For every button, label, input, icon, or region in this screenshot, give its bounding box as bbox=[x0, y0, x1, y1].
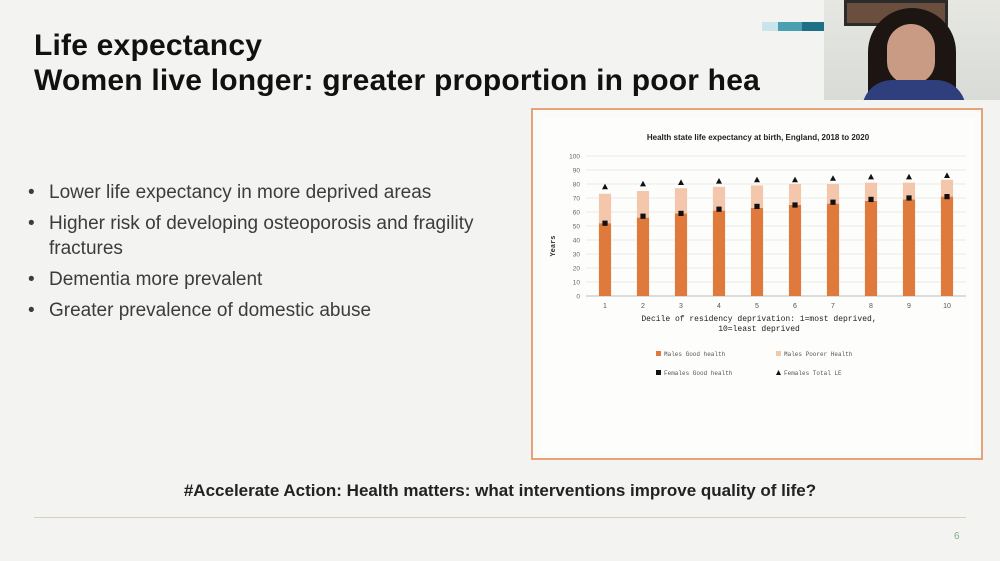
legend-label: Males Poorer Health bbox=[784, 351, 853, 358]
marker-females-good-health bbox=[640, 213, 646, 219]
marker-layer bbox=[602, 172, 950, 226]
slide-title: Life expectancy Women live longer: great… bbox=[34, 28, 760, 98]
marker-females-good-health bbox=[602, 220, 608, 226]
bullet-item: Greater prevalence of domestic abuse bbox=[24, 298, 524, 323]
life-expectancy-chart: Health state life expectancy at birth, E… bbox=[541, 118, 975, 452]
chart-frame: Health state life expectancy at birth, E… bbox=[531, 108, 983, 460]
y-tick-label: 70 bbox=[573, 196, 581, 203]
bar-males-good-health bbox=[826, 203, 840, 296]
legend-swatch bbox=[656, 351, 661, 356]
x-tick-label: 4 bbox=[717, 303, 721, 310]
x-axis-label-line-1: Decile of residency deprivation: 1=most … bbox=[641, 315, 876, 324]
y-tick-label: 30 bbox=[573, 252, 581, 259]
bar-males-good-health bbox=[598, 223, 612, 296]
y-tick-label: 20 bbox=[573, 266, 581, 273]
footer-divider bbox=[34, 517, 966, 518]
marker-females-good-health bbox=[906, 195, 912, 201]
legend-swatch bbox=[776, 370, 781, 375]
marker-females-total-le bbox=[906, 173, 912, 180]
presenter-body bbox=[862, 80, 966, 100]
accent-segment bbox=[778, 22, 802, 31]
slide-number: 6 bbox=[954, 531, 960, 542]
accent-bar bbox=[762, 22, 824, 31]
bar-males-good-health bbox=[674, 213, 688, 296]
chart-legend: Males Good health Males Poorer Health Fema… bbox=[656, 351, 853, 377]
y-tick-label: 90 bbox=[573, 168, 581, 175]
bar-males-good-health bbox=[902, 199, 916, 296]
legend-swatch bbox=[776, 351, 781, 356]
bar-males-poorer-health bbox=[864, 182, 878, 201]
bar-males-poorer-health bbox=[636, 191, 650, 218]
tick-layer: 0 10 20 30 40 50 60 70 80 90 100 1 2 3 4 5 6 7 8 9 10 bbox=[569, 154, 951, 311]
marker-females-total-le bbox=[754, 176, 760, 183]
slide-title-line-2: Women live longer: greater proportion in… bbox=[34, 64, 760, 97]
x-tick-label: 8 bbox=[869, 303, 873, 310]
marker-females-good-health bbox=[868, 196, 874, 202]
bar-males-poorer-health bbox=[902, 182, 916, 200]
x-tick-label: 9 bbox=[907, 303, 911, 310]
y-axis-label: Years bbox=[550, 235, 558, 256]
marker-females-good-health bbox=[716, 206, 722, 212]
chart-title: Health state life expectancy at birth, E… bbox=[647, 133, 870, 142]
marker-females-total-le bbox=[716, 178, 722, 184]
y-tick-label: 10 bbox=[573, 280, 581, 287]
marker-females-good-health bbox=[944, 194, 950, 200]
bar-males-good-health bbox=[864, 200, 878, 296]
bullet-item: Lower life expectancy in more deprived a… bbox=[24, 180, 524, 205]
marker-females-total-le bbox=[830, 175, 836, 181]
y-tick-label: 60 bbox=[573, 210, 581, 217]
presenter-face bbox=[887, 24, 935, 84]
x-axis-label-line-2: 10=least deprived bbox=[718, 325, 800, 334]
marker-females-good-health bbox=[678, 210, 684, 216]
legend-swatch bbox=[656, 370, 661, 375]
grid-layer bbox=[586, 155, 966, 297]
marker-females-total-le bbox=[678, 179, 684, 185]
bar-males-poorer-health bbox=[674, 188, 688, 214]
legend-label: Females Good health bbox=[664, 370, 733, 377]
bar-males-poorer-health bbox=[788, 184, 802, 205]
x-tick-label: 6 bbox=[793, 303, 797, 310]
bar-males-good-health bbox=[750, 207, 764, 296]
bullet-item: Dementia more prevalent bbox=[24, 267, 524, 292]
bar-males-poorer-health bbox=[940, 179, 954, 197]
x-tick-label: 1 bbox=[603, 303, 607, 310]
bullet-list: Lower life expectancy in more deprived a… bbox=[24, 180, 524, 329]
bar-males-poorer-health bbox=[826, 184, 840, 204]
bar-males-good-health bbox=[636, 217, 650, 296]
presenter-webcam-thumbnail[interactable] bbox=[824, 0, 1000, 100]
legend-label: Females Total LE bbox=[784, 370, 842, 377]
marker-females-total-le bbox=[944, 172, 950, 178]
x-tick-label: 3 bbox=[679, 303, 683, 310]
marker-females-good-health bbox=[754, 203, 760, 209]
bar-layer bbox=[598, 179, 954, 296]
bullet-item: Higher risk of developing osteoporosis a… bbox=[24, 211, 524, 261]
x-tick-label: 2 bbox=[641, 303, 645, 310]
y-tick-label: 80 bbox=[573, 182, 581, 189]
marker-females-total-le bbox=[602, 183, 608, 190]
footer-caption: #Accelerate Action: Health matters: what… bbox=[183, 481, 817, 500]
bar-males-poorer-health bbox=[598, 193, 612, 224]
marker-females-total-le bbox=[640, 180, 646, 187]
bar-males-good-health bbox=[788, 205, 802, 296]
y-tick-label: 0 bbox=[576, 294, 580, 301]
bar-males-good-health bbox=[712, 210, 726, 296]
marker-females-good-health bbox=[792, 202, 798, 208]
bar-males-poorer-health bbox=[750, 185, 764, 208]
marker-females-total-le bbox=[868, 173, 874, 180]
y-tick-label: 40 bbox=[573, 238, 581, 245]
slide-title-line-1: Life expectancy bbox=[34, 29, 263, 62]
y-tick-label: 100 bbox=[569, 154, 580, 161]
bar-males-good-health bbox=[940, 196, 954, 296]
marker-females-good-health bbox=[830, 199, 836, 205]
marker-females-total-le bbox=[792, 176, 798, 183]
accent-segment bbox=[762, 22, 778, 31]
x-tick-label: 10 bbox=[943, 303, 951, 310]
x-tick-label: 5 bbox=[755, 303, 759, 310]
x-tick-label: 7 bbox=[831, 303, 835, 310]
legend-label: Males Good health bbox=[664, 351, 726, 358]
y-tick-label: 50 bbox=[573, 224, 581, 231]
bar-males-poorer-health bbox=[712, 186, 726, 211]
accent-segment bbox=[802, 22, 824, 31]
